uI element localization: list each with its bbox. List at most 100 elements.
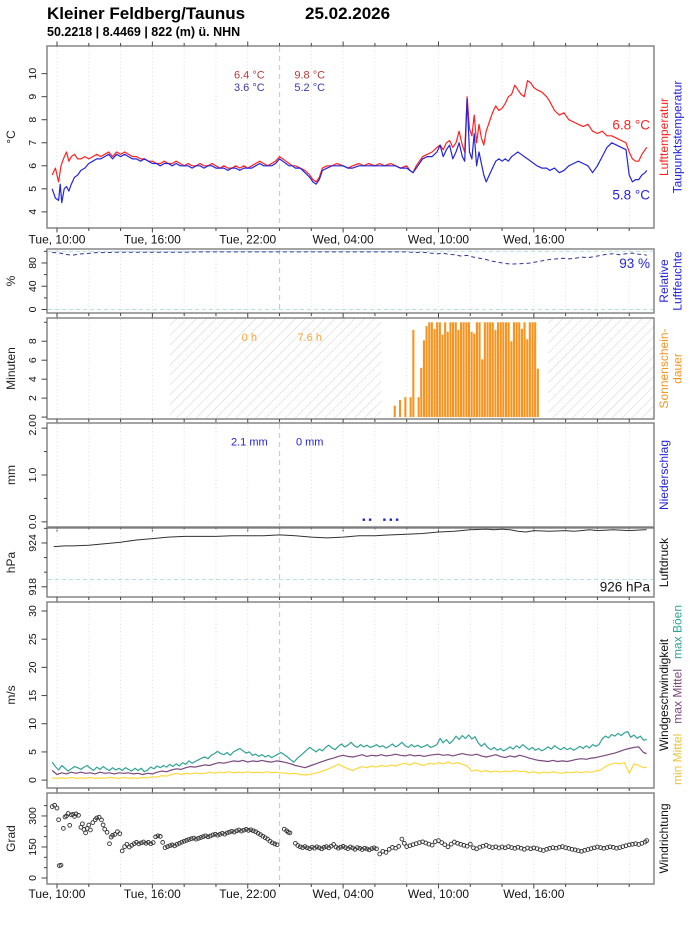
x-tick-label: Tue, 16:00 [124,233,181,247]
panel-frame [46,422,655,528]
x-tick-label: Wed, 04:00 [313,233,374,247]
gridlines [56,529,630,596]
annotation: 3.6 °C [234,82,265,94]
svg-text:7: 7 [27,140,39,146]
y-axis: 924 918 [27,527,47,596]
annotation: 5.2 °C [294,82,325,94]
gridlines [56,47,630,227]
series-max-mittel [51,746,647,776]
panel-sunshine: 0 2 4 6 8 Minuten Sonnenschein-dauer 0 h 7.6 h [4,317,685,424]
pressure-right-label-0: Luftdruck [657,537,671,587]
wind-right-label-1: min Mittelmax Mittelmax Böen [671,605,685,785]
series-max-b-en [51,730,647,773]
svg-text:5: 5 [27,749,39,755]
panel-frame [46,248,655,314]
sunshine-unit-label: Minuten [4,347,18,390]
current-value: 93 % [619,256,650,271]
humidity-right-label-1: Luftfeuchte [671,251,685,311]
panel-humidity: 0 40 80% Relative Luftfeuchte 93 % [4,248,685,318]
gridlines [56,424,630,526]
svg-text:2: 2 [27,395,39,401]
series-taupunktstemperatur [51,98,648,204]
svg-text:30: 30 [27,605,39,617]
x-tick-label: Tue, 10:00 [29,233,86,247]
svg-text:25: 25 [27,633,39,645]
svg-text:0.0: 0.0 [27,514,39,529]
x-tick-label: Wed, 10:00 [408,233,469,247]
annotation: 0 mm [296,437,324,449]
x-ticks [56,41,630,233]
svg-text:2.0: 2.0 [27,421,39,436]
wind-unit-label: m/s [4,685,18,704]
y-axis: 0.0 1.0 2.0 [27,421,47,529]
x-ticks [56,597,630,602]
series-luftdruck [53,528,647,548]
svg-text:150: 150 [27,838,39,856]
precipitation-right-label-0: Niederschlag [657,440,671,510]
svg-text:924: 924 [27,534,39,552]
panel-pressure: 924 918 hPa Luftdruck 926 hPa [4,527,671,602]
panel-frame [46,527,655,598]
night-hatch [169,319,382,418]
svg-text:4: 4 [27,209,39,215]
svg-text:6: 6 [27,357,39,363]
temperature-unit-label: °C [4,130,18,144]
x-tick-label: Tue, 16:00 [124,887,181,901]
panel-direction: 0 150 300 Grad Windrichtung [4,792,671,889]
x-tick-label: Tue, 22:00 [219,887,276,901]
svg-text:8: 8 [27,338,39,344]
current-value: 5.8 °C [612,188,650,203]
x-tick-label: Wed, 10:00 [408,887,469,901]
temperature-right-label-0: Lufttemperatur [657,98,671,176]
annotation: 0 h [242,332,257,344]
series-min-mittel [52,761,647,780]
svg-text:4: 4 [27,376,39,382]
direction-points [49,802,650,868]
svg-text:10: 10 [27,68,39,80]
x-ticks [56,313,630,318]
svg-text:15: 15 [27,690,39,702]
annotation: 6.4 °C [234,69,265,81]
current-value: 926 hPa [600,580,651,595]
gridlines [56,794,630,883]
x-tick-label: Tue, 22:00 [219,233,276,247]
svg-text:80: 80 [27,257,39,269]
annotation: 9.8 °C [294,69,325,81]
svg-text:6: 6 [27,163,39,169]
x-tick-label: Wed, 16:00 [503,887,564,901]
svg-text:40: 40 [27,280,39,292]
panel-frame [46,601,655,789]
current-value: 6.8 °C [612,117,650,132]
direction-right-label-0: Windrichtung [657,803,671,873]
precipitation-unit-label: mm [4,465,18,485]
panel-frame [46,45,655,229]
precipitation-points [362,518,399,521]
svg-text:918: 918 [27,578,39,596]
svg-text:8: 8 [27,117,39,123]
y-axis: 0 2 4 6 8 [27,321,47,420]
sunshine-bars [393,322,539,418]
gridlines [56,250,630,312]
svg-text:10: 10 [27,718,39,730]
annotation: 2.1 mm [231,437,268,449]
svg-text:300: 300 [27,807,39,825]
x-tick-label: Wed, 04:00 [313,887,374,901]
panel-frame [46,792,655,885]
panel-precipitation: 0.0 1.0 2.0 mm Niederschlag 2.1 mm 0 mm [4,421,671,532]
wind-right-label-0: Windgeschwindigkeit [657,638,671,751]
series-lufttemperatur [51,79,648,183]
pressure-unit-label: hPa [4,552,18,574]
humidity-right-label-0: Relative [657,259,671,303]
x-ticks [56,788,630,793]
humidity-unit-label: % [4,275,18,286]
y-axis: 4 5 6 7 8 9 10 [27,68,47,215]
y-axis: 0 150 300 [27,805,47,881]
station-name: Kleiner Feldberg/Taunus [47,4,246,23]
night-hatch [548,319,654,418]
sunshine-right-label-1: dauer [671,353,685,384]
x-tick-label: Tue, 10:00 [29,887,86,901]
svg-text:1.0: 1.0 [27,468,39,483]
